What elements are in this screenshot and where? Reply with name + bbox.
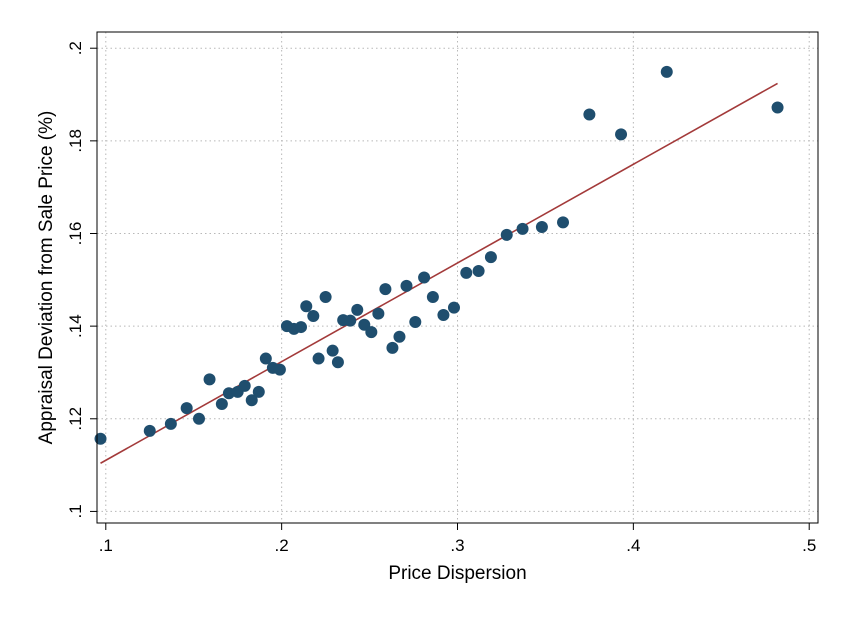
data-point (319, 290, 332, 303)
data-point (344, 314, 357, 327)
data-point (294, 321, 307, 334)
data-point (460, 266, 473, 279)
data-point (535, 221, 548, 234)
data-point (557, 216, 570, 229)
data-point (312, 352, 325, 365)
y-tick-label: .12 (66, 407, 85, 431)
x-tick-label: .1 (99, 536, 113, 555)
data-point (484, 251, 497, 264)
data-point (583, 108, 596, 121)
data-point (386, 341, 399, 354)
data-point (331, 356, 344, 369)
data-point (203, 373, 216, 386)
data-point (418, 271, 431, 284)
data-point (222, 387, 235, 400)
data-point (326, 344, 339, 357)
data-point (771, 101, 784, 114)
data-point (447, 301, 460, 314)
data-point (615, 128, 628, 141)
data-point (660, 65, 673, 78)
data-point (300, 300, 313, 313)
data-point (245, 394, 258, 407)
grid-lines (97, 32, 818, 523)
y-axis-label: Appraisal Deviation from Sale Price (%) (36, 111, 57, 445)
y-tick-label: .18 (66, 129, 85, 153)
x-axis-label: Price Dispersion (388, 563, 526, 584)
fit-line (100, 82, 778, 464)
y-tick-label: .2 (66, 41, 85, 55)
y-axis-ticks: .1 .12 .14 .16 .18 .2 (66, 41, 97, 519)
x-tick-label: .2 (275, 536, 289, 555)
data-point (426, 290, 439, 303)
data-point (215, 397, 228, 410)
data-point (409, 315, 422, 328)
data-point (192, 412, 205, 425)
data-point (351, 303, 364, 316)
data-point (180, 402, 193, 415)
x-tick-label: .5 (802, 536, 816, 555)
data-point (307, 309, 320, 322)
data-point (372, 307, 385, 320)
data-point (400, 279, 413, 292)
data-point (259, 352, 272, 365)
x-axis-ticks: .1 .2 .3 .4 .5 (99, 523, 816, 555)
y-tick-label: .14 (66, 314, 85, 338)
data-point (516, 222, 529, 235)
data-point (143, 424, 156, 437)
y-tick-label: .16 (66, 222, 85, 246)
plot-frame (96, 31, 819, 524)
data-point (379, 283, 392, 296)
data-point (164, 417, 177, 430)
data-point (252, 385, 265, 398)
data-point (393, 330, 406, 343)
data-point (365, 326, 378, 339)
data-point (238, 379, 251, 392)
data-point (472, 265, 485, 278)
y-tick-label: .1 (66, 504, 85, 518)
x-tick-label: .3 (450, 536, 464, 555)
x-tick-label: .4 (626, 536, 640, 555)
data-point (500, 228, 513, 241)
data-point (437, 309, 450, 322)
data-point (94, 432, 107, 445)
data-points (94, 65, 784, 445)
data-point (273, 363, 286, 376)
